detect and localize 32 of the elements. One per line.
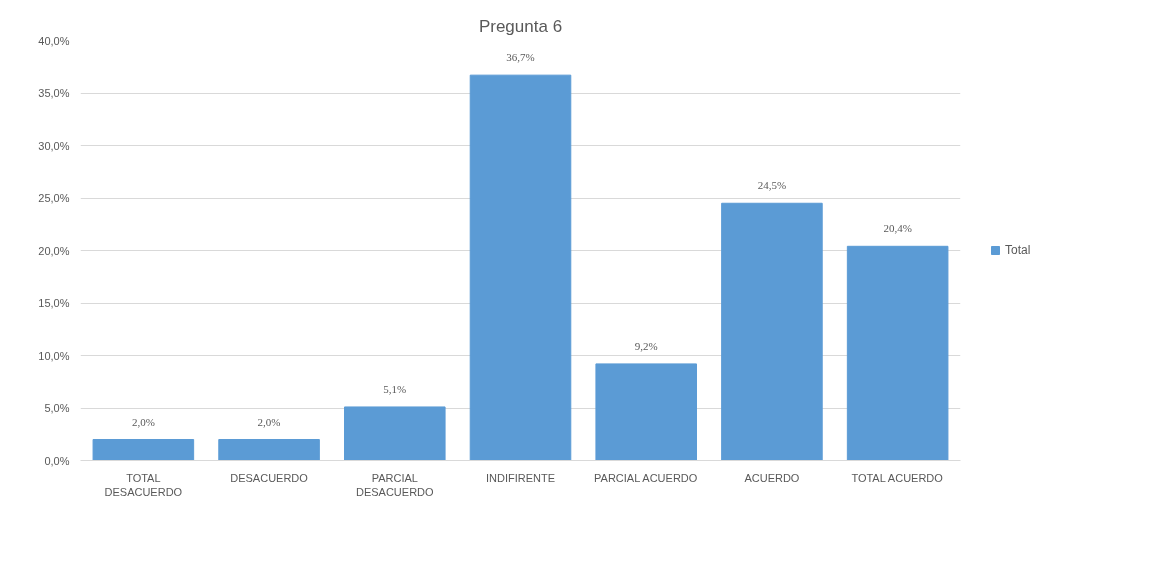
bar [218,439,320,461]
bar [721,202,823,461]
data-label: 9,2% [634,339,658,352]
x-tick-label: ACUERDO [744,471,800,484]
bar [595,363,697,461]
data-label: 36,7% [506,51,535,64]
x-tick-label: TOTAL ACUERDO [851,471,944,484]
data-label: 2,0% [131,415,155,428]
y-tick-label: 25,0% [38,192,70,204]
legend-label: Total [1005,243,1031,257]
chart-title: Pregunta 6 [478,16,563,36]
y-tick-label: 30,0% [38,139,70,152]
y-tick-label: 35,0% [38,87,70,99]
bar [469,74,572,461]
y-tick-label: 10,0% [38,349,70,362]
data-label: 20,4% [883,222,912,235]
data-label: 2,0% [257,415,281,428]
bar [846,245,949,461]
data-label: 24,5% [757,179,787,192]
y-tick-label: 20,0% [38,244,70,257]
data-label: 5,1% [383,382,407,395]
bar [92,439,195,461]
x-tick-label: PARCIAL ACUERDO [594,471,698,484]
x-tick-label: DESACUERDO [230,471,309,484]
x-tick-label: PARCIAL DESACUERDO [355,471,435,498]
x-tick-label: INDIFIRENTE [485,471,556,484]
x-tick-label: TOTAL DESACUERDO [104,471,183,498]
y-tick-label: 0,0% [44,454,70,467]
y-tick-label: 40,0% [38,34,70,47]
y-tick-label: 5,0% [44,402,70,414]
y-tick-label: 15,0% [38,297,70,309]
bar [344,406,446,461]
